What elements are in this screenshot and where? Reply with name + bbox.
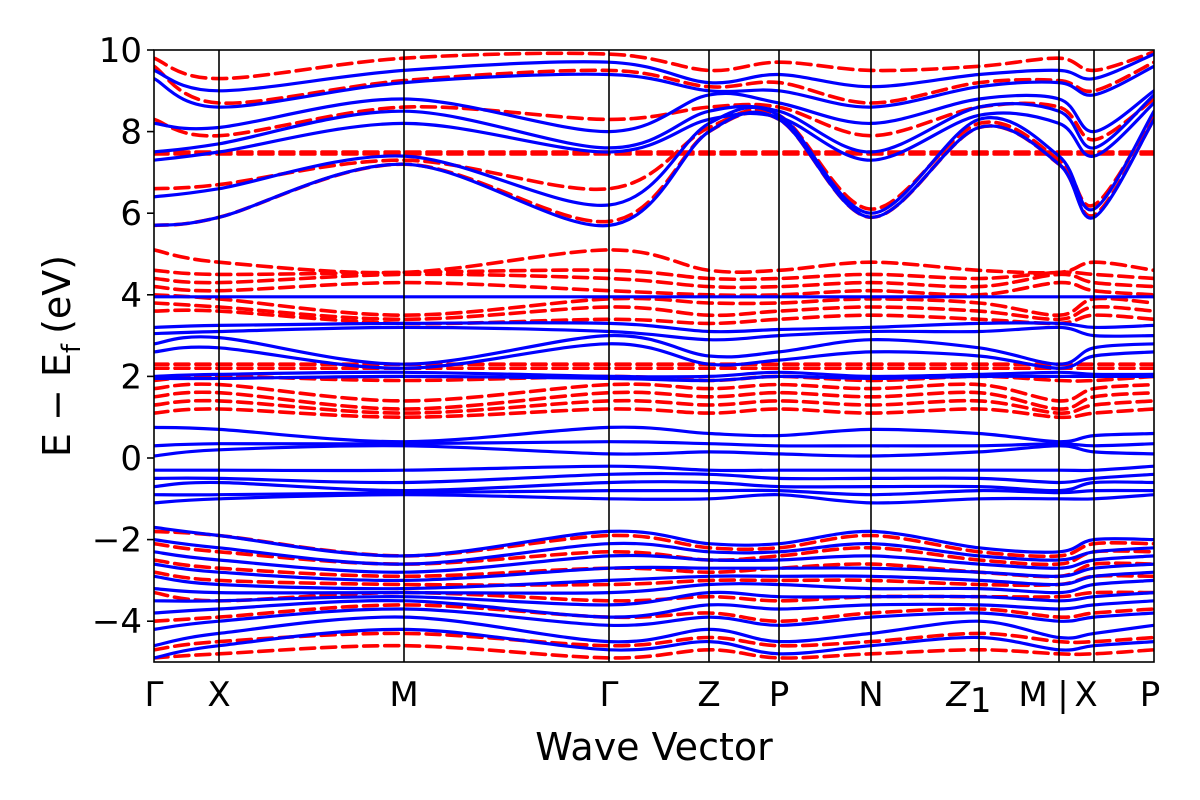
y-axis-label-main: E − E [35, 353, 79, 457]
y-tick-label: 2 [120, 357, 142, 397]
x-tick-label: Z1 [946, 675, 992, 721]
solid-band-18 [154, 425, 1154, 444]
y-tick-label: −2 [92, 521, 142, 561]
solid-band-16 [154, 444, 1154, 458]
y-tick-label: 4 [120, 276, 142, 316]
y-axis-label-unit: (eV) [35, 255, 79, 334]
x-tick-label: P [769, 675, 790, 715]
y-axis-ticks: −4 −2 0 2 4 6 8 10 [92, 31, 154, 642]
solid-band-15 [154, 464, 1154, 473]
solid-band-10 [154, 525, 1154, 558]
y-tick-label: −4 [92, 602, 142, 642]
y-tick-label: 6 [120, 194, 142, 234]
x-tick-label: Γ [600, 675, 619, 715]
solid-band-12 [154, 488, 1154, 497]
dashed-band-11 [154, 382, 1154, 403]
solid-bands [154, 52, 1154, 660]
y-axis-label-subscript: f [57, 343, 87, 353]
y-tick-label: 0 [120, 439, 142, 479]
x-tick-label: | [1057, 675, 1068, 715]
y-tick-label: 10 [99, 31, 142, 71]
solid-band-28 [154, 101, 1154, 162]
x-tick-label: Z [697, 675, 720, 715]
x-axis-label: Wave Vector [535, 725, 773, 769]
dashed-band-21 [154, 248, 1154, 275]
x-tick-label: X [1074, 675, 1097, 715]
dashed-band-26 [154, 97, 1154, 142]
solid-band-17 [154, 440, 1154, 448]
solid-band-29 [154, 93, 1154, 154]
y-tick-label: 8 [120, 113, 142, 153]
x-tick-label: Γ [145, 675, 164, 715]
x-tick-label: N [858, 675, 883, 715]
x-tick-label: M [1018, 675, 1047, 715]
x-tick-label: M [389, 675, 418, 715]
solid-band-11 [154, 493, 1154, 505]
x-tick-label: P [1140, 675, 1161, 715]
plot-frame [153, 49, 1155, 663]
dashed-band-8 [154, 407, 1154, 420]
x-axis-ticks: Γ X M Γ Z P N Z1 M | X P [145, 675, 1161, 721]
y-axis-label: E − Ef (eV) [35, 255, 87, 457]
solid-band-23 [154, 325, 1154, 342]
x-tick-label: X [207, 675, 230, 715]
high-symmetry-lines [218, 50, 1095, 662]
